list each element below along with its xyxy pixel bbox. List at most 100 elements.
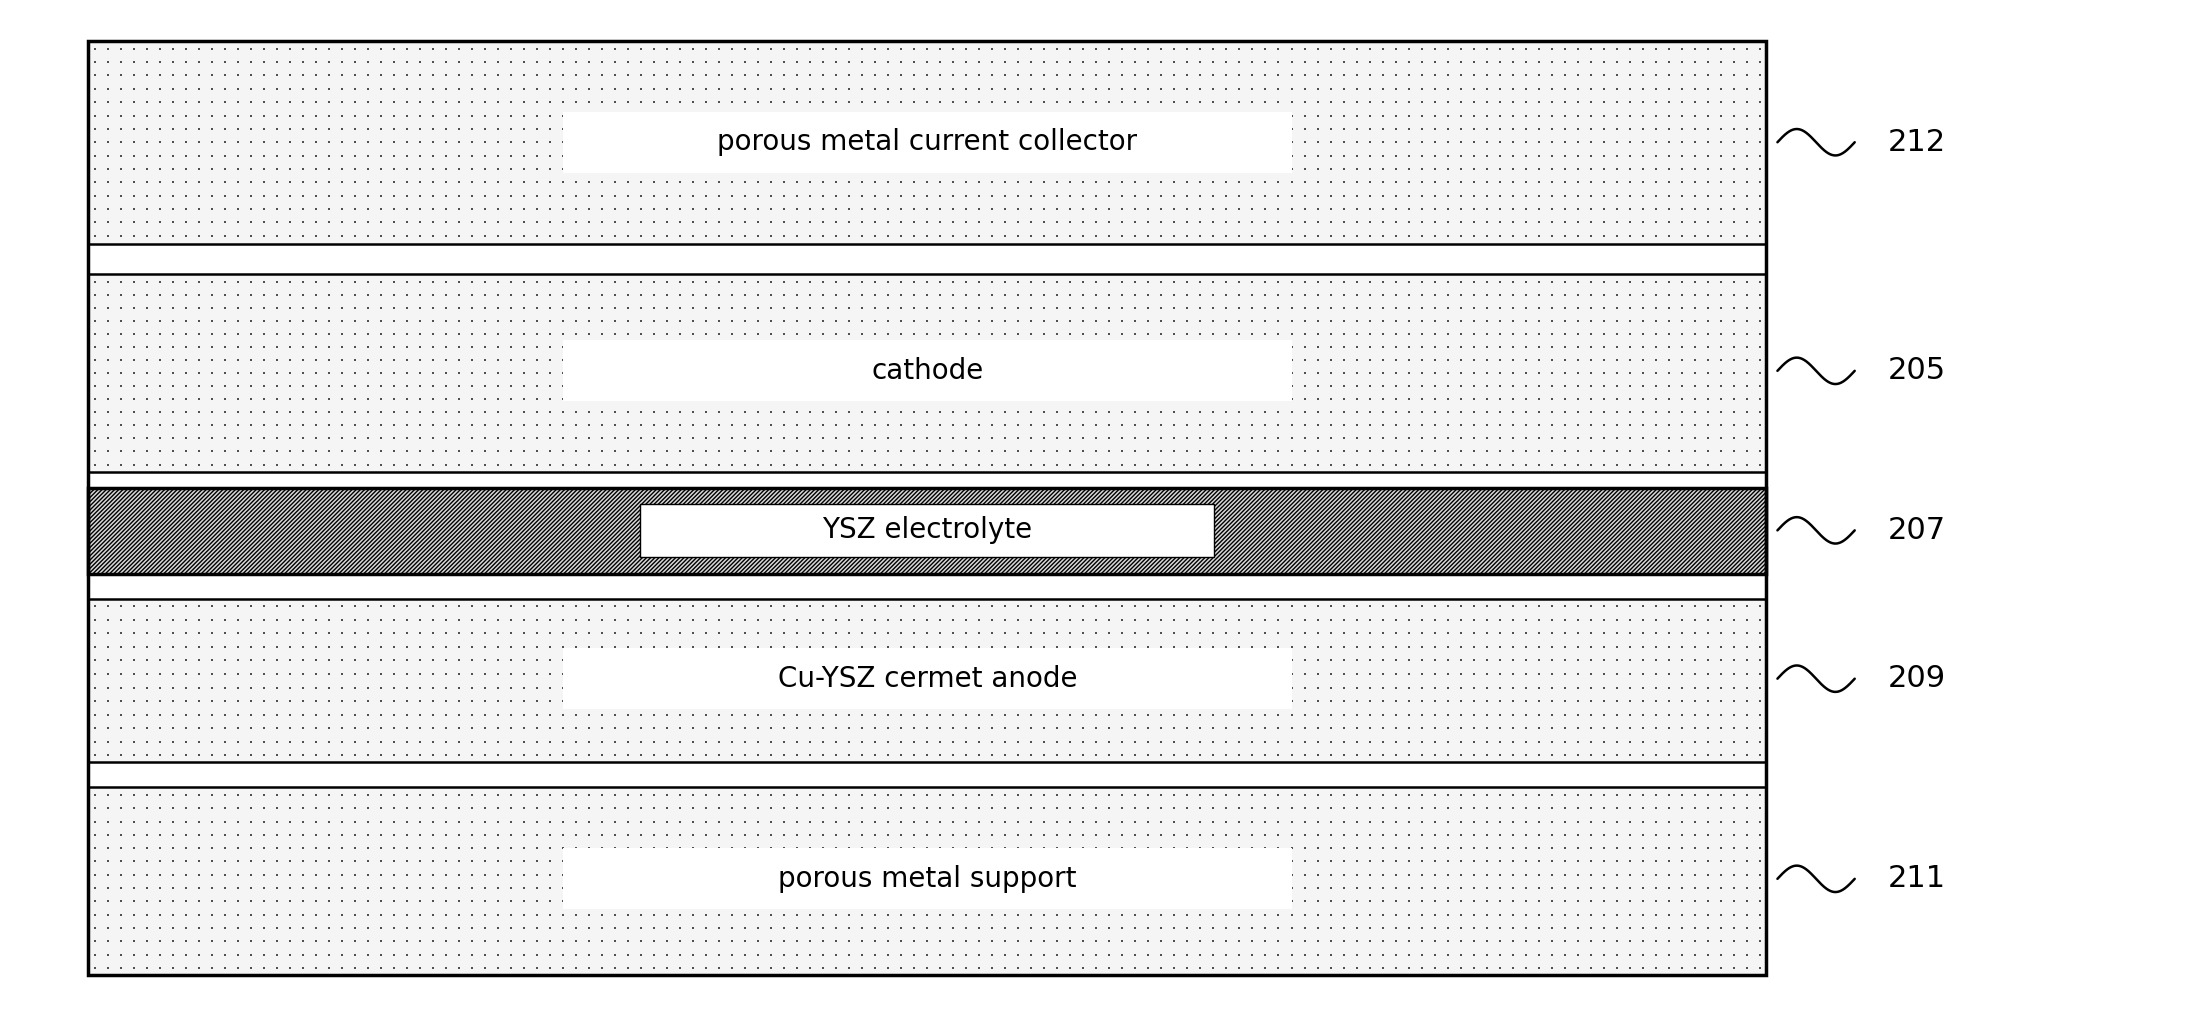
Point bbox=[311, 300, 347, 316]
Point bbox=[402, 597, 437, 614]
Point bbox=[130, 228, 166, 244]
Point bbox=[676, 391, 711, 407]
Point bbox=[402, 443, 437, 459]
Point bbox=[923, 827, 958, 843]
Point bbox=[1572, 597, 1607, 614]
Point bbox=[1027, 365, 1062, 381]
Point bbox=[1404, 853, 1440, 870]
Point bbox=[1183, 353, 1219, 369]
Point bbox=[1351, 404, 1387, 421]
Point bbox=[495, 378, 530, 394]
Point bbox=[194, 161, 230, 177]
Point bbox=[753, 880, 788, 896]
Point bbox=[974, 947, 1009, 963]
Point bbox=[896, 108, 932, 124]
Point bbox=[208, 353, 243, 369]
Point bbox=[1455, 597, 1490, 614]
Point bbox=[766, 597, 802, 614]
Point bbox=[415, 652, 450, 669]
Point bbox=[1314, 188, 1349, 204]
Point bbox=[495, 80, 530, 97]
Point bbox=[740, 121, 775, 137]
Point bbox=[598, 893, 634, 909]
Point bbox=[117, 748, 152, 764]
Point bbox=[1208, 391, 1243, 407]
Point bbox=[1080, 840, 1115, 856]
Point bbox=[1325, 734, 1360, 750]
Point bbox=[896, 274, 932, 291]
Point bbox=[378, 665, 413, 682]
Point bbox=[234, 300, 269, 316]
Point bbox=[1585, 734, 1621, 750]
Point bbox=[702, 80, 737, 97]
Point bbox=[1027, 720, 1062, 737]
Point bbox=[662, 893, 698, 909]
Point bbox=[519, 919, 554, 936]
Point bbox=[987, 54, 1022, 70]
Point bbox=[1689, 108, 1724, 124]
Point bbox=[612, 853, 647, 870]
Point bbox=[442, 313, 477, 329]
Point bbox=[519, 680, 554, 696]
Point bbox=[1053, 947, 1089, 963]
Point bbox=[949, 748, 985, 764]
Point bbox=[351, 378, 386, 394]
Point bbox=[623, 147, 658, 164]
Point bbox=[793, 597, 828, 614]
Point bbox=[117, 933, 152, 949]
Point bbox=[793, 288, 828, 304]
Point bbox=[806, 693, 841, 709]
Point bbox=[1431, 720, 1466, 737]
Point bbox=[1301, 378, 1336, 394]
Point bbox=[141, 54, 177, 70]
Point bbox=[351, 906, 386, 923]
Point bbox=[364, 456, 400, 472]
Point bbox=[1418, 108, 1453, 124]
Point bbox=[1742, 612, 1777, 628]
Point bbox=[428, 693, 464, 709]
Point bbox=[1702, 853, 1738, 870]
Point bbox=[1665, 456, 1700, 472]
Point bbox=[1013, 174, 1049, 190]
Point bbox=[649, 228, 684, 244]
Point bbox=[766, 288, 802, 304]
Point bbox=[1702, 326, 1738, 342]
Point bbox=[117, 404, 152, 421]
Point bbox=[194, 827, 230, 843]
Point bbox=[1404, 734, 1440, 750]
Point bbox=[1625, 639, 1660, 655]
Point bbox=[481, 391, 517, 407]
Point bbox=[612, 228, 647, 244]
Point bbox=[636, 353, 671, 369]
Point bbox=[77, 456, 113, 472]
Point bbox=[1117, 919, 1153, 936]
Point bbox=[766, 201, 802, 217]
Point bbox=[1013, 161, 1049, 177]
Point bbox=[208, 639, 243, 655]
Point bbox=[1234, 121, 1270, 137]
Point bbox=[623, 174, 658, 190]
Point bbox=[168, 326, 203, 342]
Point bbox=[1351, 748, 1387, 764]
Point bbox=[870, 431, 905, 447]
Point bbox=[585, 665, 620, 682]
Point bbox=[481, 404, 517, 421]
Point bbox=[481, 431, 517, 447]
Point bbox=[753, 94, 788, 111]
Point bbox=[949, 665, 985, 682]
Point bbox=[1066, 693, 1102, 709]
Point bbox=[1287, 720, 1323, 737]
Point bbox=[545, 933, 581, 949]
Point bbox=[1612, 639, 1647, 655]
Point bbox=[896, 786, 932, 803]
Point bbox=[1314, 893, 1349, 909]
Point bbox=[963, 134, 998, 150]
Point bbox=[1521, 431, 1557, 447]
Point bbox=[1729, 67, 1764, 83]
Point bbox=[1652, 353, 1687, 369]
Point bbox=[298, 748, 333, 764]
Point bbox=[261, 840, 296, 856]
Point bbox=[1314, 228, 1349, 244]
Point bbox=[1468, 680, 1504, 696]
Point bbox=[612, 41, 647, 57]
